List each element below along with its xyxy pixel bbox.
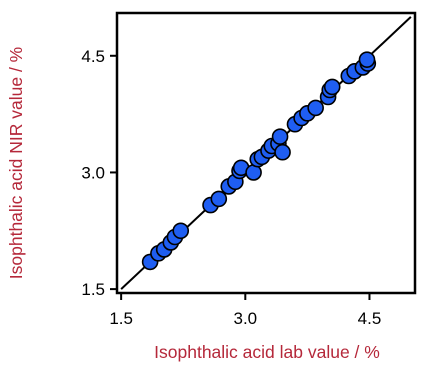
ticks-layer: 1.5 3.0 4.5 1.5 3.0 4.5	[81, 47, 381, 328]
y-tick-label: 3.0	[81, 163, 105, 182]
plot-frame	[115, 11, 417, 295]
x-tick-label: 3.0	[233, 309, 257, 328]
data-point	[271, 128, 289, 145]
y-tick-label: 1.5	[81, 280, 105, 299]
data-point	[274, 143, 291, 161]
data-point	[323, 78, 341, 96]
data-point	[307, 99, 324, 117]
x-tick-label: 1.5	[109, 309, 133, 328]
data-points-layer	[141, 51, 377, 271]
x-axis-title: Isophthalic acid lab value / %	[154, 342, 380, 362]
x-tick-label: 4.5	[358, 309, 382, 328]
data-point	[358, 51, 376, 68]
plot-frame-layer	[115, 11, 417, 295]
data-point	[172, 222, 190, 240]
data-point	[210, 190, 228, 208]
y-tick-label: 4.5	[81, 47, 105, 66]
y-axis-title: Isophthalic acid NIR value / %	[6, 47, 26, 279]
